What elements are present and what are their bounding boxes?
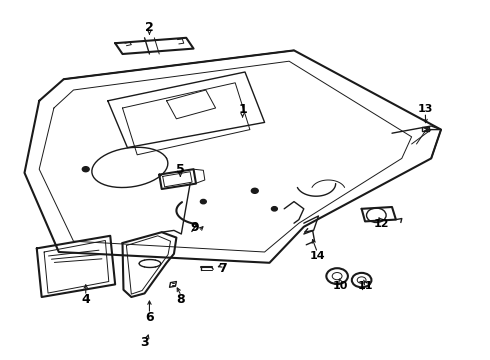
Text: 7: 7 bbox=[219, 262, 227, 275]
Circle shape bbox=[200, 199, 206, 204]
Circle shape bbox=[251, 188, 258, 193]
Circle shape bbox=[271, 207, 277, 211]
Text: 10: 10 bbox=[333, 281, 348, 291]
Text: 11: 11 bbox=[357, 281, 373, 291]
Text: 5: 5 bbox=[176, 163, 185, 176]
Text: 8: 8 bbox=[176, 293, 185, 306]
Text: 9: 9 bbox=[191, 221, 199, 234]
Text: 1: 1 bbox=[238, 103, 247, 116]
Text: 13: 13 bbox=[417, 104, 433, 114]
Text: 12: 12 bbox=[373, 219, 389, 229]
Text: 2: 2 bbox=[145, 21, 154, 34]
Circle shape bbox=[82, 167, 89, 172]
Text: 14: 14 bbox=[310, 251, 325, 261]
Text: 4: 4 bbox=[81, 293, 90, 306]
Text: 6: 6 bbox=[145, 311, 154, 324]
Text: 3: 3 bbox=[140, 336, 149, 349]
